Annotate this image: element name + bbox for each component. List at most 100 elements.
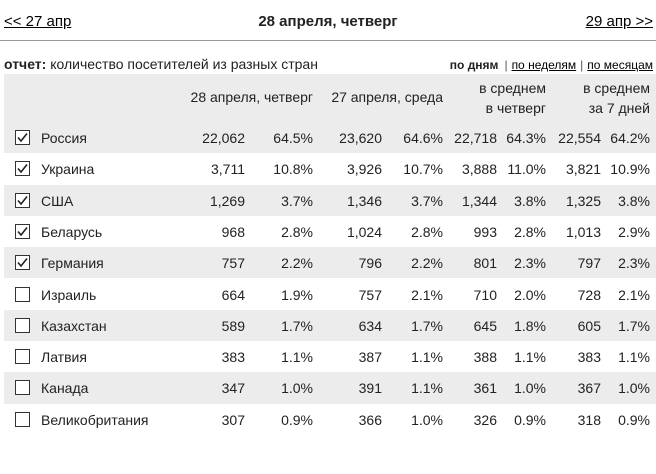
count-cell: 1,013 xyxy=(565,223,601,240)
percent-cell: 1.0% xyxy=(411,411,443,428)
country-name: Украина xyxy=(41,161,95,178)
percent-cell: 2.1% xyxy=(411,286,443,303)
count-cell: 1,344 xyxy=(461,192,497,209)
percent-cell: 1.1% xyxy=(411,349,443,366)
count-cell: 3,926 xyxy=(346,161,382,178)
count-cell: 801 xyxy=(473,255,497,272)
table-row: Израиль 664 1.9% 757 2.1% 710 2.0% 728 2.1% xyxy=(4,278,656,310)
count-cell: 22,718 xyxy=(454,130,497,146)
country-checkbox[interactable] xyxy=(15,380,30,396)
check-mark xyxy=(17,133,28,143)
table-row: Казахстан 589 1.7% 634 1.7% 645 1.8% 605 1.7% xyxy=(4,309,656,342)
next-day-link[interactable]: 29 апр >> xyxy=(585,13,653,30)
count-cell: 664 xyxy=(221,286,245,303)
page-title: 28 апреля, четверг xyxy=(258,13,398,30)
prev-day-link[interactable]: << 27 апр xyxy=(4,13,72,30)
country-checkbox[interactable] xyxy=(15,255,30,271)
country-checkbox[interactable] xyxy=(15,192,30,208)
column-header: 27 апреля, среда xyxy=(331,89,443,105)
column-header: за 7 дней xyxy=(588,100,650,116)
count-cell: 605 xyxy=(577,317,601,334)
count-cell: 1,269 xyxy=(209,192,245,209)
count-cell: 391 xyxy=(358,380,382,397)
count-cell: 710 xyxy=(473,286,497,303)
percent-cell: 64.3% xyxy=(506,130,546,146)
percent-cell: 1.0% xyxy=(618,380,650,397)
country-checkbox[interactable] xyxy=(15,286,30,302)
percent-cell: 2.0% xyxy=(514,286,546,303)
report-caption: отчет: количество посетителей из разных … xyxy=(4,56,318,72)
count-cell: 796 xyxy=(358,255,382,272)
country-checkbox[interactable] xyxy=(15,130,30,145)
percent-cell: 3.8% xyxy=(618,192,650,209)
header-row xyxy=(4,74,656,122)
percent-cell: 2.1% xyxy=(618,286,650,303)
percent-cell: 2.8% xyxy=(411,223,443,240)
percent-cell: 1.0% xyxy=(514,380,546,397)
count-cell: 22,554 xyxy=(558,130,601,146)
count-cell: 1,325 xyxy=(565,192,601,209)
country-name: Беларусь xyxy=(41,223,103,240)
column-header: в среднем xyxy=(479,80,546,96)
percent-cell: 2.2% xyxy=(281,255,313,272)
count-cell: 757 xyxy=(358,286,382,303)
divider xyxy=(0,40,656,41)
country-checkbox[interactable] xyxy=(15,223,30,239)
count-cell: 347 xyxy=(221,380,245,397)
page: << 27 апр 28 апреля, четверг 29 апр >> о… xyxy=(0,13,656,428)
percent-cell: 64.2% xyxy=(610,130,650,146)
country-name: Германия xyxy=(41,255,104,272)
count-cell: 388 xyxy=(473,349,497,366)
percent-cell: 0.9% xyxy=(618,411,650,428)
percent-cell: 1.1% xyxy=(281,349,313,366)
table-row: Россия 22,062 64.5% 23,620 64.6% 22,718 64.3% 2… xyxy=(4,122,656,154)
percent-cell: 1.8% xyxy=(514,317,546,334)
count-cell: 326 xyxy=(473,411,497,428)
table-row: Канада 347 1.0% 391 1.1% 361 1.0% 367 1.0% xyxy=(4,372,656,404)
report-table: 28 апреля, четверг 27 апреля, среда в сред… xyxy=(4,74,656,474)
count-cell: 589 xyxy=(221,317,245,334)
percent-cell: 1.9% xyxy=(281,286,313,303)
count-cell: 993 xyxy=(473,223,497,240)
count-cell: 318 xyxy=(577,411,601,428)
country-checkbox[interactable] xyxy=(15,349,30,365)
mode-active: по дням xyxy=(449,58,499,72)
count-cell: 634 xyxy=(358,317,382,334)
country-name: Латвия xyxy=(41,349,87,366)
count-cell: 3,711 xyxy=(211,161,245,178)
table-row: США 1,269 3.7% 1,346 3.7% 1,344 3.8% 1,325 3.8% xyxy=(4,184,656,216)
count-cell: 383 xyxy=(577,349,601,366)
mode-link[interactable]: по месяцам xyxy=(587,58,653,72)
percent-cell: 1.1% xyxy=(411,380,443,397)
percent-cell: 1.1% xyxy=(514,349,546,366)
count-cell: 387 xyxy=(358,349,382,366)
mode-link[interactable]: по неделям xyxy=(511,58,577,72)
percent-cell: 1.1% xyxy=(618,349,650,366)
count-cell: 1,024 xyxy=(346,223,382,240)
count-cell: 757 xyxy=(221,255,245,272)
country-name: Россия xyxy=(41,130,87,146)
count-cell: 645 xyxy=(473,317,497,334)
separator: | xyxy=(504,58,508,72)
mode-switch: по дням | по неделям | по месяцам xyxy=(450,58,653,72)
count-cell: 23,620 xyxy=(339,130,382,146)
percent-cell: 10.8% xyxy=(273,161,313,178)
table-row: Беларусь 968 2.8% 1,024 2.8% 993 2.8% 1,013 2.9% xyxy=(4,215,656,248)
table-row: Латвия 383 1.1% 387 1.1% 388 1.1% 383 1.1% xyxy=(4,341,656,373)
percent-cell: 1.7% xyxy=(618,317,650,334)
report-text: количество посетителей из разных стран xyxy=(50,56,318,72)
count-cell: 968 xyxy=(221,223,245,240)
country-checkbox[interactable] xyxy=(15,411,30,427)
country-checkbox[interactable] xyxy=(15,161,30,177)
column-header: 28 апреля, четверг xyxy=(190,89,313,105)
count-cell: 3,821 xyxy=(565,161,601,178)
country-checkbox[interactable] xyxy=(15,317,30,333)
percent-cell: 1.0% xyxy=(281,380,313,397)
report-label: отчет: xyxy=(4,56,47,72)
count-cell: 797 xyxy=(577,255,601,272)
table-row: Великобритания 307 0.9% 366 1.0% 326 0.9% 318 0.… xyxy=(4,403,656,435)
country-name: США xyxy=(41,192,74,209)
percent-cell: 0.9% xyxy=(281,411,313,428)
count-cell: 383 xyxy=(221,349,245,366)
column-header: в четверг xyxy=(485,100,546,116)
